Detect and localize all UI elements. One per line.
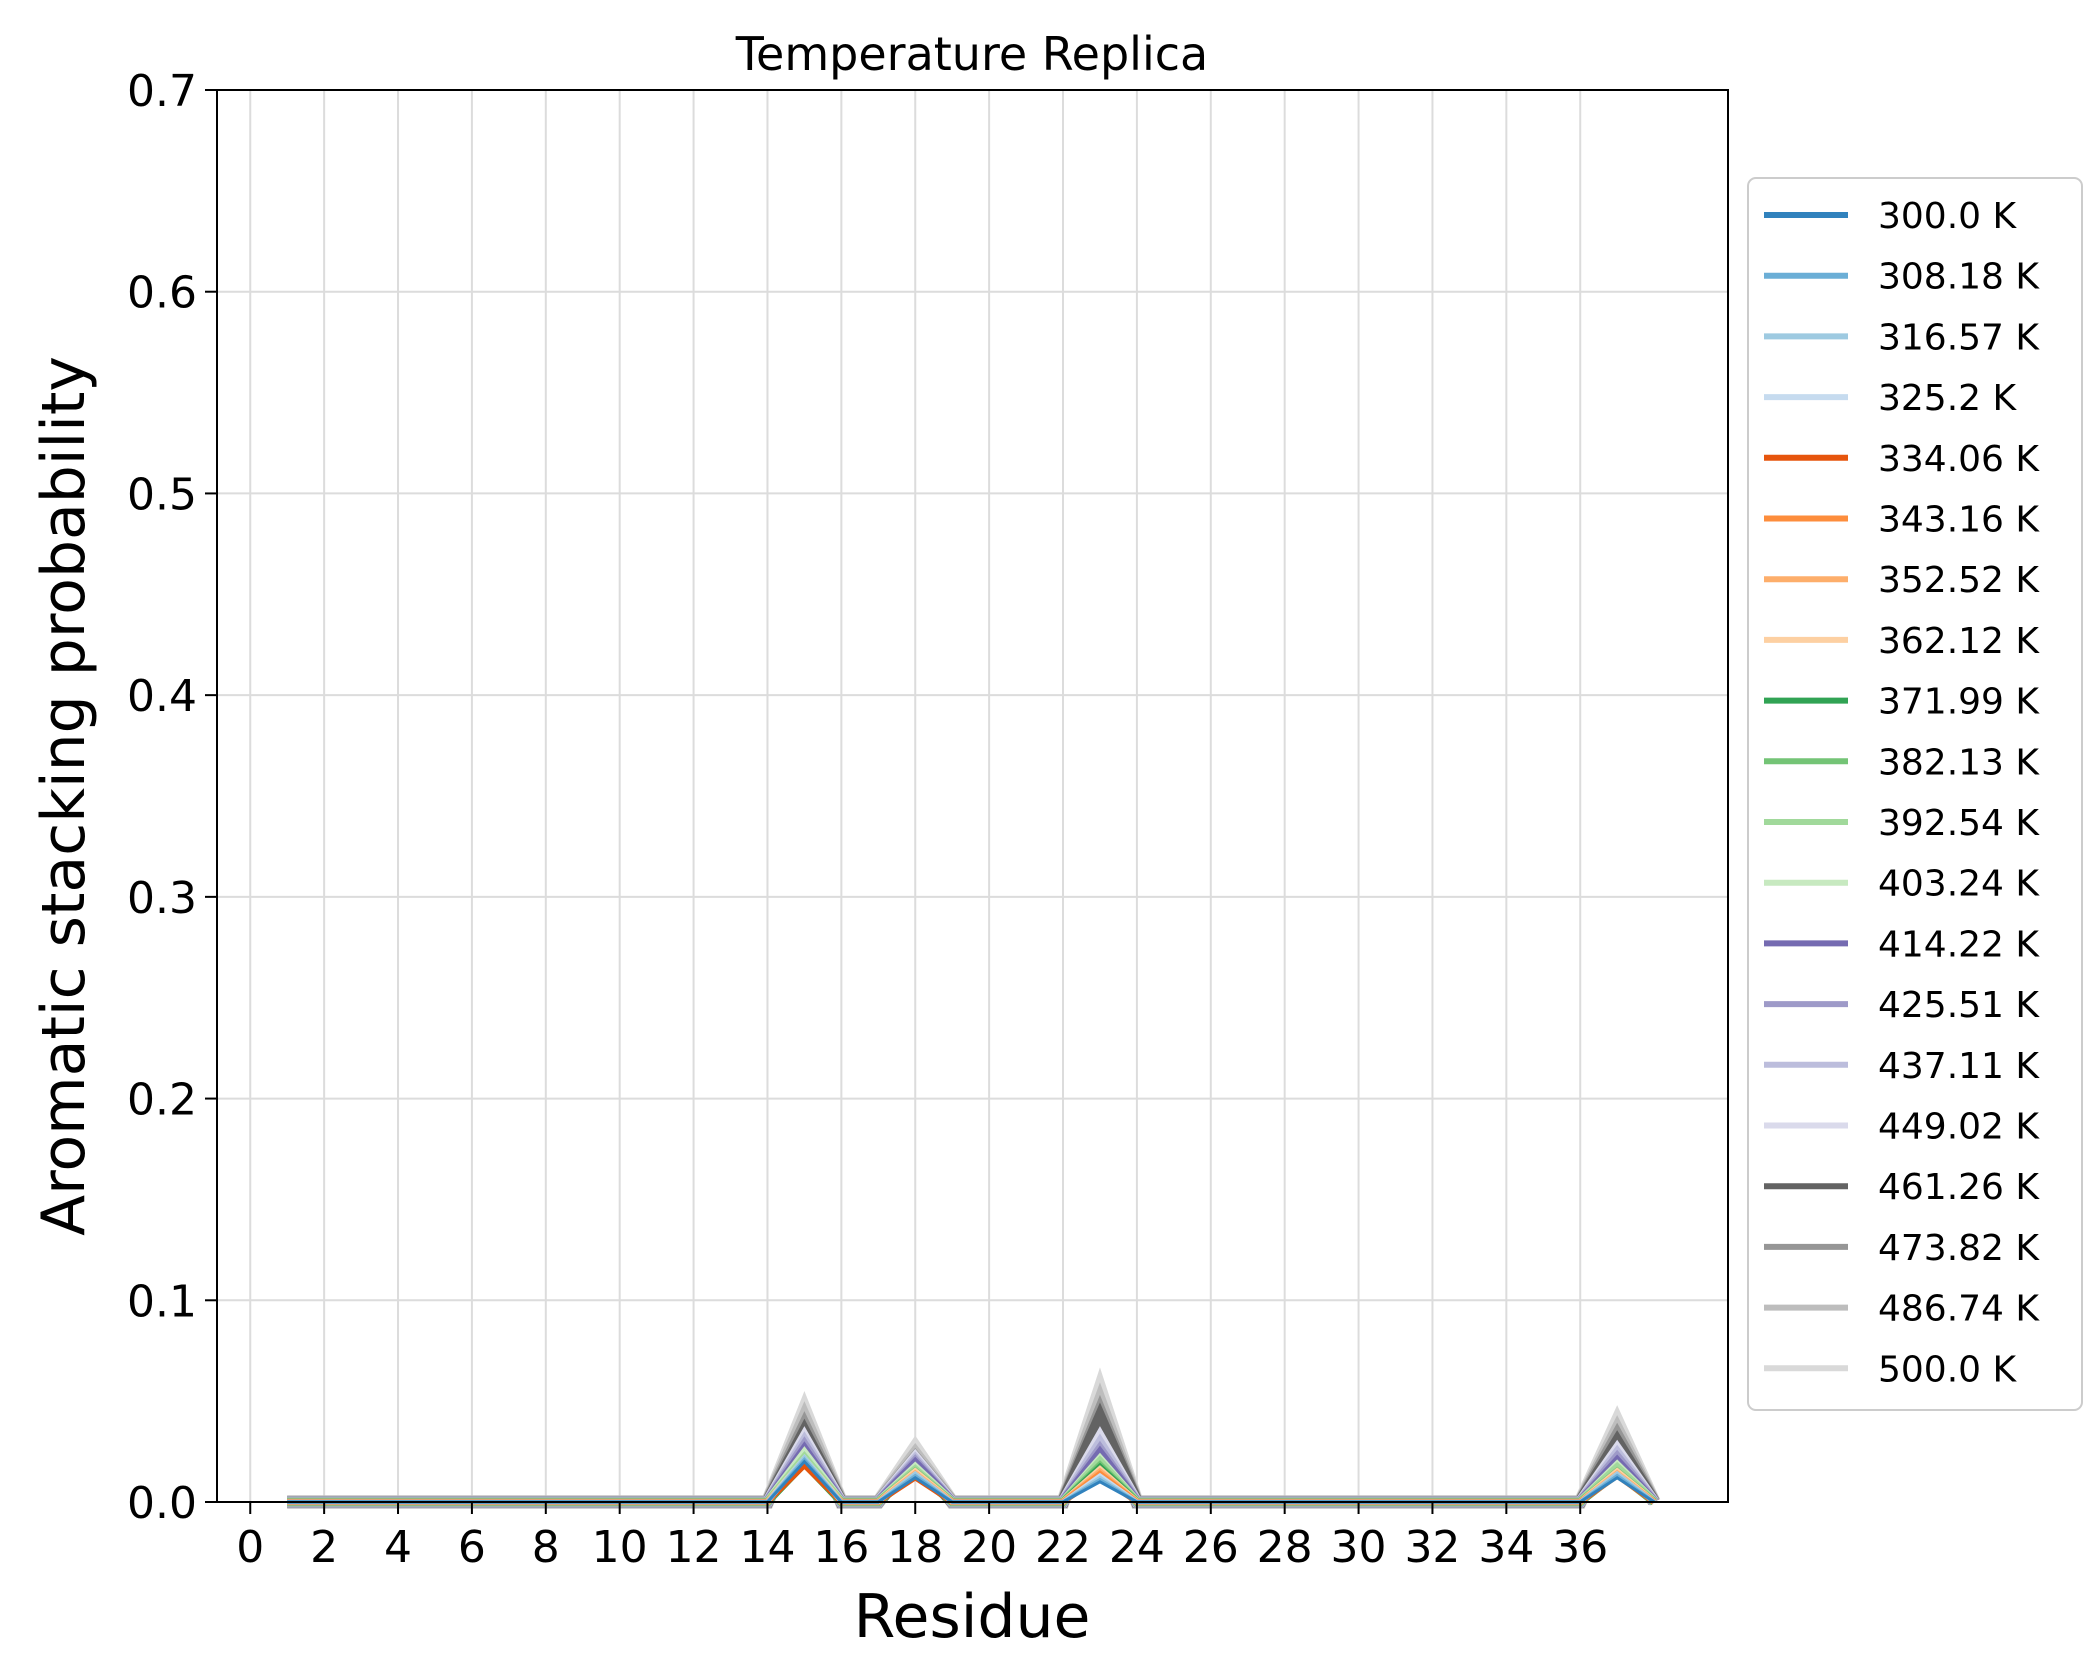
x-tick-label: 0 <box>236 1522 264 1573</box>
legend-entry-label: 437.11 K <box>1878 1046 2040 1087</box>
y-tick-label: 0.7 <box>127 66 197 117</box>
x-tick-label: 22 <box>1035 1522 1091 1573</box>
legend-entry-label: 334.06 K <box>1878 439 2040 480</box>
x-tick-label: 28 <box>1257 1522 1313 1573</box>
y-tick-label: 0.4 <box>127 671 197 722</box>
legend-entry-label: 449.02 K <box>1878 1107 2040 1148</box>
legend-entry-label: 486.74 K <box>1878 1289 2040 1330</box>
chart-title: Temperature Replica <box>735 27 1208 81</box>
x-tick-label: 26 <box>1183 1522 1239 1573</box>
y-tick-label: 0.3 <box>127 873 197 924</box>
x-tick-label: 20 <box>961 1522 1017 1573</box>
legend-entry-label: 371.99 K <box>1878 682 2040 723</box>
legend-entry-label: 414.22 K <box>1878 924 2040 965</box>
y-tick-label: 0.5 <box>127 469 197 520</box>
x-tick-label: 16 <box>813 1522 869 1573</box>
x-tick-label: 32 <box>1404 1522 1460 1573</box>
legend-entry-label: 343.16 K <box>1878 500 2040 541</box>
x-tick-label: 6 <box>458 1522 486 1573</box>
y-tick-label: 0.1 <box>127 1276 197 1327</box>
y-axis-label: Aromatic stacking probability <box>29 356 99 1236</box>
x-tick-label: 8 <box>532 1522 560 1573</box>
legend-entry-label: 461.26 K <box>1878 1167 2040 1208</box>
x-tick-label: 10 <box>592 1522 648 1573</box>
legend-entry-label: 392.54 K <box>1878 803 2040 844</box>
legend-entry-label: 308.18 K <box>1878 257 2040 298</box>
axes: 0 2 4 6 8 10 12 14 16 18 20 22 24 26 28 30 32 34 360.00.10… <box>127 66 1608 1573</box>
y-tick-label: 0.6 <box>127 268 197 319</box>
x-tick-label: 36 <box>1552 1522 1608 1573</box>
x-tick-label: 12 <box>666 1522 722 1573</box>
legend-entry-label: 425.51 K <box>1878 985 2040 1026</box>
legend-entry-label: 500.0 K <box>1878 1349 2018 1390</box>
legend-entry-label: 352.52 K <box>1878 560 2040 601</box>
y-tick-label: 0.2 <box>127 1075 197 1126</box>
legend: 300.0 K 308.18 K 316.57 K 325.2 K 334.06 K 34… <box>1747 177 2083 1411</box>
legend-entry-label: 325.2 K <box>1878 378 2018 419</box>
legend-entry-label: 362.12 K <box>1878 621 2040 662</box>
x-tick-label: 24 <box>1109 1522 1165 1573</box>
plot-frame <box>216 89 1729 1503</box>
x-tick-label: 4 <box>384 1522 412 1573</box>
x-axis-label: Residue <box>854 1582 1091 1652</box>
x-tick-label: 2 <box>310 1522 338 1573</box>
legend-entry-label: 316.57 K <box>1878 317 2040 358</box>
y-tick-label: 0.0 <box>127 1478 197 1529</box>
legend-entry-label: 473.82 K <box>1878 1228 2040 1269</box>
x-tick-label: 34 <box>1478 1522 1534 1573</box>
legend-entry-label: 382.13 K <box>1878 742 2040 783</box>
x-tick-label: 30 <box>1331 1522 1387 1573</box>
legend-box <box>1747 177 2083 1411</box>
x-tick-label: 14 <box>739 1522 795 1573</box>
x-tick-label: 18 <box>887 1522 943 1573</box>
legend-entry-label: 300.0 K <box>1878 196 2018 237</box>
legend-entry-label: 403.24 K <box>1878 864 2040 905</box>
